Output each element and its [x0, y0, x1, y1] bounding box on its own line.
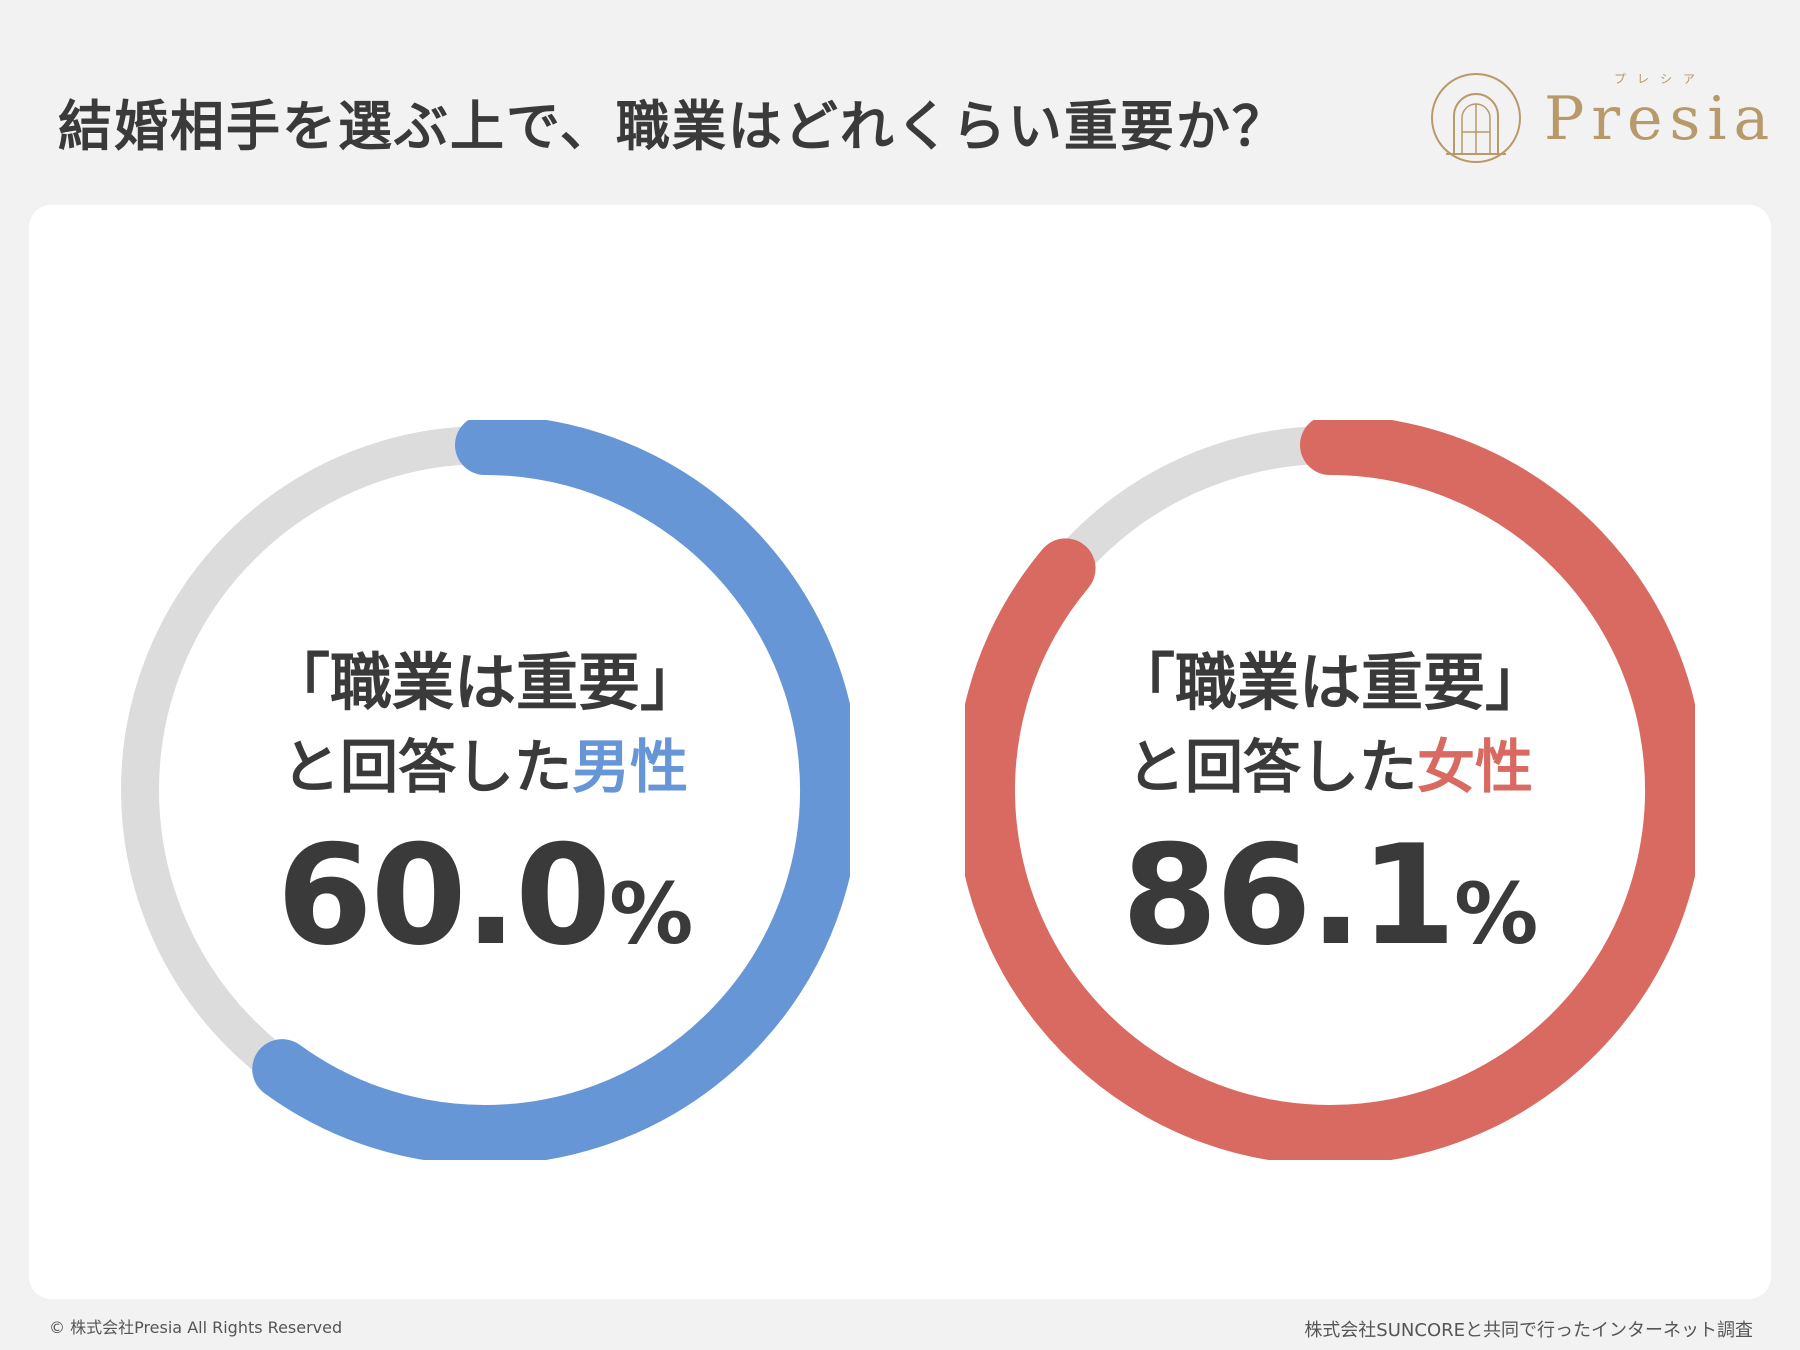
label-line1: 「職業は重要」 — [267, 646, 702, 719]
arch-window-icon — [1431, 73, 1521, 163]
label-accent-male: 男性 — [572, 733, 689, 801]
label-accent-female: 女性 — [1417, 733, 1534, 801]
donut-arc-female — [965, 420, 1695, 1160]
value-unit: % — [609, 865, 694, 963]
label-line2: と回答した女性 — [965, 720, 1695, 804]
page-title: 結婚相手を選ぶ上で、職業はどれくらい重要か？ — [58, 95, 1288, 158]
label-prefix: と回答した — [281, 733, 572, 801]
donut-svg-female — [965, 420, 1695, 1160]
value-number: 86.1 — [1121, 815, 1456, 976]
presia-logo: プレシア Presia — [1426, 70, 1776, 166]
donut-chart-male: 「職業は重要」 と回答した男性 60.0% — [120, 420, 850, 1160]
donut-svg-male — [121, 420, 850, 1160]
value-female: 86.1% — [965, 815, 1695, 976]
value-male: 60.0% — [120, 815, 850, 976]
value-number: 60.0 — [276, 815, 611, 976]
copyright-text: © 株式会社Presia All Rights Reserved — [49, 1318, 343, 1337]
value-unit: % — [1454, 865, 1539, 963]
donut-chart-female: 「職業は重要」 と回答した女性 86.1% — [965, 420, 1695, 1160]
label-line1: 「職業は重要」 — [1112, 646, 1547, 719]
label-prefix: と回答した — [1126, 733, 1417, 801]
logo-subtext: プレシア — [1614, 72, 1707, 86]
donut-arc-male — [252, 420, 850, 1160]
label-line2: と回答した男性 — [120, 720, 850, 804]
logo-text: Presia — [1544, 84, 1777, 154]
source-note: 株式会社SUNCOREと共同で行ったインターネット調査 — [1304, 1320, 1753, 1341]
